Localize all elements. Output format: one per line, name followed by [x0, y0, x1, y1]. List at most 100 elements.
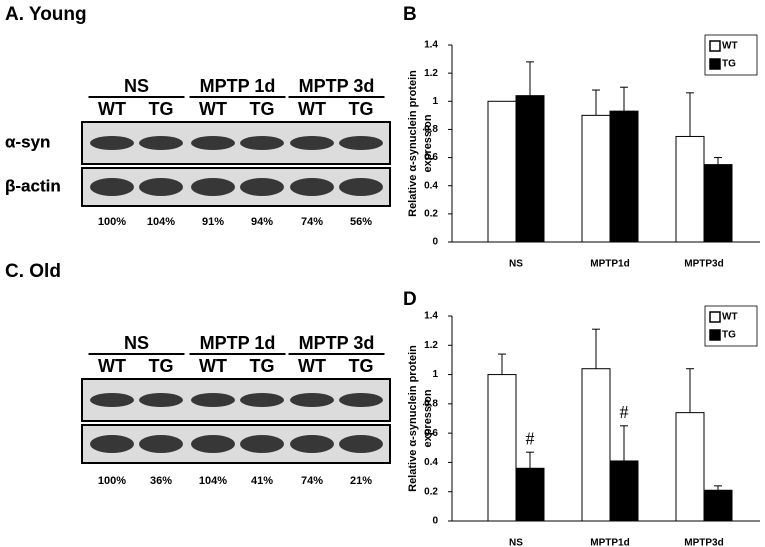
x-tick-label: NS [509, 538, 523, 547]
bar [609, 110, 639, 243]
y-axis-label: expression [422, 114, 434, 172]
percent-label: 36% [150, 475, 172, 487]
lane-label: TG [349, 356, 374, 376]
x-tick-label: MPTP1d [590, 538, 629, 547]
y-tick-label: 0.2 [424, 486, 438, 497]
bar [515, 95, 545, 243]
blot-band [339, 393, 383, 407]
blot-band [191, 393, 235, 407]
legend-label: TG [722, 330, 736, 341]
blot-band [90, 136, 134, 150]
blot-band [139, 178, 183, 196]
blot-band [290, 136, 334, 150]
bar [581, 114, 611, 243]
y-tick-label: 0.4 [424, 180, 438, 191]
panel-title: A. Young [5, 4, 87, 25]
blot-band [139, 435, 183, 453]
y-tick-label: 1 [432, 96, 438, 107]
lane-label: TG [149, 99, 174, 119]
percent-label: 74% [301, 216, 323, 228]
lane-label: TG [250, 99, 275, 119]
bar [515, 467, 545, 522]
percent-label: 74% [301, 475, 323, 487]
legend-swatch [709, 311, 721, 323]
x-tick-label: NS [509, 259, 523, 270]
blot-strip [81, 378, 391, 422]
y-tick-label: 0.8 [424, 398, 438, 409]
row-label: β-actin [5, 176, 61, 195]
annotation: # [526, 428, 535, 448]
blot-band [339, 435, 383, 453]
percent-label: 21% [350, 475, 372, 487]
blot-band [339, 178, 383, 196]
legend-label: WT [722, 41, 738, 52]
bar [703, 489, 733, 522]
lane-label: WT [298, 99, 326, 119]
legend-label: WT [722, 312, 738, 323]
blot-band [90, 393, 134, 407]
y-tick-label: 1.4 [424, 311, 438, 322]
bar [703, 164, 733, 243]
bar [609, 460, 639, 522]
lane-label: TG [250, 356, 275, 376]
y-tick-label: 1 [432, 369, 438, 380]
row-label: α-syn [5, 132, 50, 151]
percent-label: 100% [98, 475, 126, 487]
percent-label: 91% [202, 216, 224, 228]
percent-label: 104% [147, 216, 175, 228]
y-tick-label: 0.6 [424, 428, 438, 439]
bar [487, 100, 517, 243]
blot-band [191, 136, 235, 150]
group-label: MPTP 1d [200, 76, 276, 96]
bar [487, 374, 517, 522]
legend-swatch [709, 329, 721, 341]
y-tick-label: 1.2 [424, 68, 438, 79]
y-axis-label: expression [422, 389, 434, 447]
y-tick-label: 1.2 [424, 340, 438, 351]
percent-label: 104% [199, 475, 227, 487]
row-label: β-actin [5, 176, 61, 195]
blot-band [290, 393, 334, 407]
panel-label: B [403, 4, 417, 25]
blot-band [240, 435, 284, 453]
legend-label: TG [722, 59, 736, 70]
lane-label: WT [98, 356, 126, 376]
annotation: # [620, 402, 629, 422]
y-tick-label: 0.8 [424, 124, 438, 135]
blot-band [191, 435, 235, 453]
lane-label: WT [298, 356, 326, 376]
panel-label: D [403, 289, 417, 310]
group-label: NS [124, 76, 149, 96]
group-label: NS [124, 333, 149, 353]
lane-label: WT [199, 356, 227, 376]
y-tick-label: 0 [432, 237, 438, 248]
percent-label: 100% [98, 216, 126, 228]
blot-band [240, 136, 284, 150]
legend-swatch [709, 40, 721, 52]
x-tick-label: MPTP3d [684, 259, 723, 270]
bar [581, 368, 611, 522]
blot-band [339, 136, 383, 150]
blot-band [139, 393, 183, 407]
lane-label: TG [349, 99, 374, 119]
lane-label: TG [149, 356, 174, 376]
lane-label: WT [98, 99, 126, 119]
row-label: α-syn [5, 132, 50, 151]
group-label: MPTP 3d [299, 76, 375, 96]
bar [675, 135, 705, 243]
percent-label: 56% [350, 216, 372, 228]
y-axis-label: Relative α-synuclein protein [407, 70, 419, 217]
percent-label: 94% [251, 216, 273, 228]
blot-band [240, 178, 284, 196]
blot-band [90, 178, 134, 196]
y-tick-label: 0 [432, 516, 438, 527]
percent-label: 41% [251, 475, 273, 487]
blot-band [290, 435, 334, 453]
blot-band [139, 136, 183, 150]
blot-band [90, 435, 134, 453]
legend-swatch [709, 58, 721, 70]
x-tick-label: MPTP1d [590, 259, 629, 270]
panel-title: C. Old [5, 261, 61, 282]
x-tick-label: MPTP3d [684, 538, 723, 547]
